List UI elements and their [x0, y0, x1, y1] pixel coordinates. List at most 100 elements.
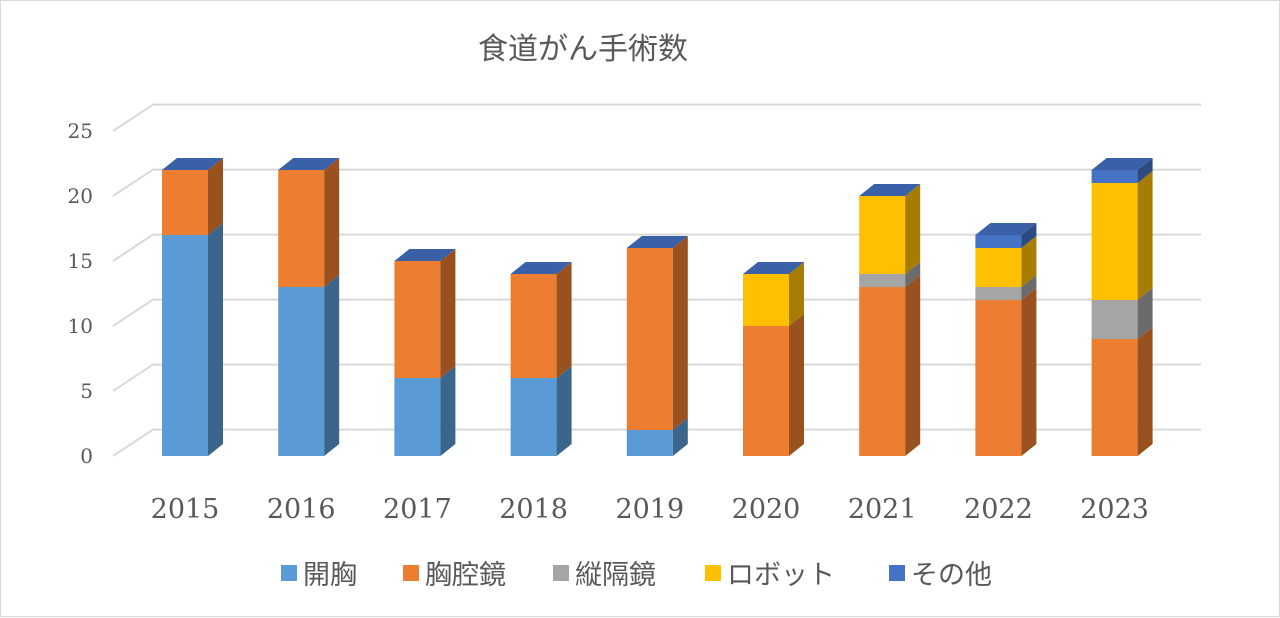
bar-segment — [743, 314, 804, 456]
y-tick-label: 15 — [68, 249, 93, 273]
x-tick-label: 2019 — [615, 494, 684, 525]
bar-segment — [626, 236, 688, 430]
bar-segment — [859, 184, 921, 274]
bar-segment — [1091, 288, 1153, 339]
bar-front — [975, 300, 1022, 456]
y-tick-label: 0 — [80, 444, 93, 468]
bar-side — [905, 184, 921, 274]
x-tick-label: 2017 — [383, 494, 452, 525]
bar-segment — [162, 158, 223, 235]
bar-top — [1091, 158, 1153, 170]
legend-item: 開胸 — [281, 560, 357, 591]
bar-front — [394, 378, 441, 456]
bar-segment — [278, 158, 340, 287]
bar-side — [208, 223, 223, 456]
legend-swatch — [553, 565, 569, 581]
bar-front — [859, 287, 906, 456]
bar-front — [1091, 183, 1138, 300]
bar-front — [1091, 339, 1138, 456]
bar-side — [672, 236, 688, 430]
legend-swatch — [281, 565, 297, 581]
bar-side — [324, 275, 340, 456]
legend-swatch — [889, 565, 905, 581]
gridline — [112, 428, 1201, 457]
legend-item: ロボット — [705, 560, 835, 591]
bar-side — [1021, 288, 1037, 456]
bar-side — [1021, 275, 1037, 300]
legend-swatch — [705, 565, 721, 581]
bar-side — [324, 158, 340, 287]
bar-top — [278, 158, 340, 170]
x-tick-label: 2022 — [964, 494, 1033, 525]
bar-segment — [975, 275, 1037, 300]
bar-front — [975, 235, 1022, 248]
gridline — [112, 168, 1201, 197]
bar-segment — [975, 288, 1037, 456]
bar-segment — [859, 275, 921, 456]
bar-top — [743, 262, 804, 274]
bar-front — [743, 274, 789, 326]
bar-top — [510, 262, 572, 274]
bar-segment — [1091, 327, 1153, 456]
bar-side — [1137, 171, 1153, 300]
bar-front — [394, 261, 441, 378]
x-axis: 2015 2016 2017 2018 2019 2020 2021 2022 2023 — [151, 494, 1149, 525]
bar-front — [1091, 170, 1138, 183]
bar-side — [440, 249, 456, 378]
bars — [162, 158, 1153, 456]
bar-front — [975, 287, 1022, 300]
bar-segment — [394, 249, 456, 378]
bar-side — [208, 158, 223, 235]
bar-front — [626, 248, 673, 430]
gridlines — [112, 103, 1201, 457]
bar-segment — [1091, 158, 1153, 183]
legend-item: 縦隔鏡 — [553, 560, 656, 591]
legend-item: その他 — [889, 560, 992, 591]
legend-label: ロボット — [727, 560, 835, 591]
bar-segment — [859, 262, 921, 287]
bar-side — [1021, 223, 1037, 248]
bar-front — [162, 170, 208, 235]
y-tick-label: 10 — [68, 314, 93, 338]
legend-item: 胸腔鏡 — [403, 560, 506, 591]
bar-side — [1137, 288, 1153, 339]
bar-front — [975, 248, 1022, 287]
bar-side — [1137, 327, 1153, 456]
bar-side — [440, 366, 456, 456]
y-tick-label: 5 — [80, 379, 93, 403]
gridline — [112, 233, 1201, 262]
x-tick-label: 2021 — [848, 494, 917, 525]
x-tick-label: 2015 — [151, 494, 220, 525]
bar-side — [905, 275, 921, 456]
bar-side — [556, 366, 572, 456]
legend-label: 縦隔鏡 — [575, 560, 656, 591]
bar-top — [859, 184, 921, 196]
bar-segment — [975, 236, 1037, 287]
bar-side — [556, 262, 572, 378]
bar-front — [162, 235, 208, 456]
bar-side — [1021, 236, 1037, 287]
bar-side — [672, 418, 688, 456]
bar-side — [789, 262, 804, 326]
x-tick-label: 2020 — [732, 494, 801, 525]
legend: 開胸 胸腔鏡 縦隔鏡 ロボット その他 — [281, 560, 992, 591]
bar-side — [1137, 158, 1153, 183]
bar-front — [859, 196, 906, 274]
bar-front — [510, 378, 557, 456]
bar-front — [626, 430, 673, 456]
bar-front — [510, 274, 557, 378]
x-tick-label: 2016 — [267, 494, 336, 525]
legend-label: 開胸 — [303, 560, 357, 591]
y-axis: 0 5 10 15 20 25 — [68, 119, 93, 468]
bar-side — [789, 314, 804, 456]
gridline — [112, 103, 1201, 132]
bar-segment — [626, 418, 688, 456]
y-tick-label: 25 — [68, 119, 93, 143]
bar-front — [743, 326, 789, 456]
chart-title: 食道がん手術数 — [478, 32, 688, 67]
bar-top — [162, 158, 223, 170]
bar-front — [859, 274, 906, 287]
legend-label: その他 — [911, 560, 992, 591]
